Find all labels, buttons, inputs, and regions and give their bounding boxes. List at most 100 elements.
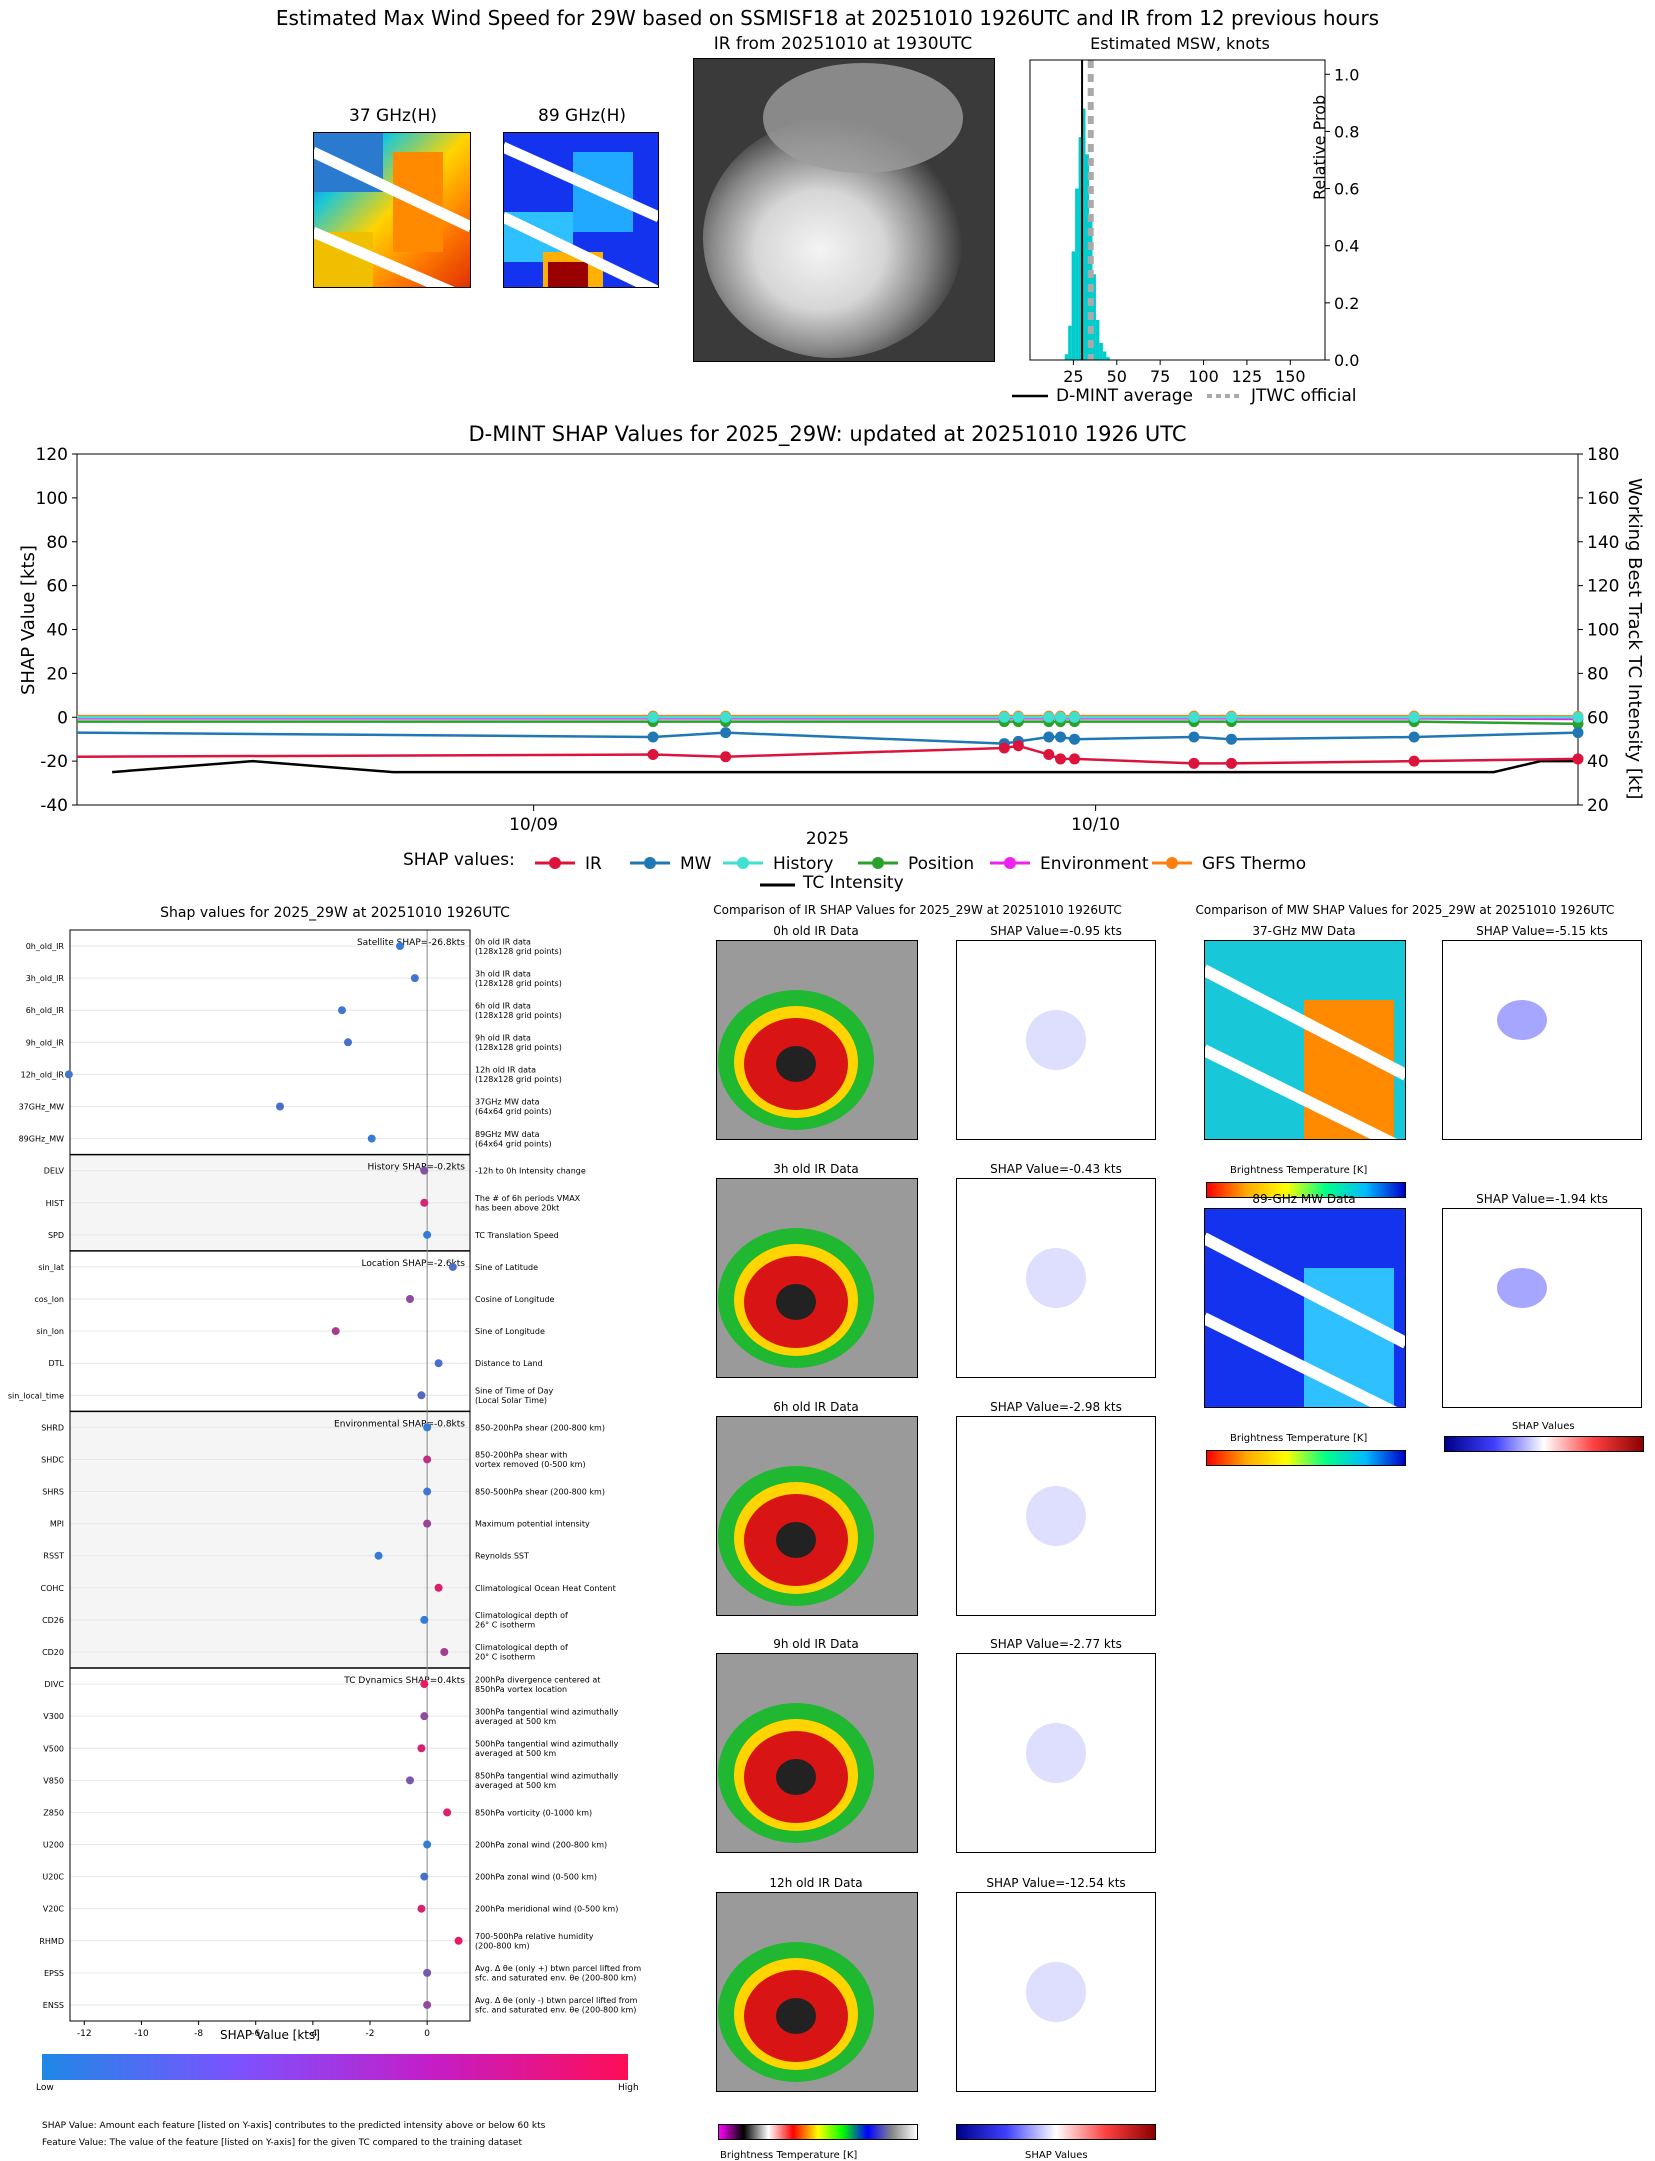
feature-label: 3h_old_IR <box>26 974 65 983</box>
feature-description: (Local Solar Time) <box>475 1396 547 1405</box>
timeline-ylabel-left: SHAP Value [kts] <box>18 545 39 695</box>
series-point <box>1069 753 1080 764</box>
y2-tick-label: 80 <box>1587 664 1609 684</box>
legend-label-mw: MW <box>680 854 712 874</box>
feature-label: cos_lon <box>34 1295 64 1304</box>
ir-data-image <box>716 1653 918 1853</box>
y2-tick-label: 100 <box>1587 621 1619 641</box>
series-point <box>1409 756 1420 767</box>
hist-title: Estimated MSW, knots <box>1030 34 1330 53</box>
hist-bar <box>1103 351 1106 360</box>
feature-description: 300hPa tangential wind azimuthally <box>475 1707 619 1716</box>
feature-label: DTL <box>48 1359 64 1368</box>
mw-shap-image <box>1442 1208 1642 1408</box>
shap-point <box>435 1359 443 1367</box>
series-point <box>1055 753 1066 764</box>
legend-marker <box>737 857 749 869</box>
ir-data-title: 0h old IR Data <box>716 924 916 938</box>
legend-label-gfs-thermo: GFS Thermo <box>1202 854 1306 874</box>
shap-point <box>344 1038 352 1046</box>
shap-point <box>332 1327 340 1335</box>
shap-point <box>276 1102 284 1110</box>
ir-data-title: 6h old IR Data <box>716 1400 916 1414</box>
shap-point <box>420 1680 428 1688</box>
feature-description: 200hPa meridional wind (0-500 km) <box>475 1905 618 1914</box>
top-title: Estimated Max Wind Speed for 29W based o… <box>0 6 1655 30</box>
colorbar-low: Low <box>36 2083 54 2093</box>
ir-data-image <box>716 940 918 1140</box>
feature-description: averaged at 500 km <box>475 1749 556 1758</box>
series-line-ir <box>77 746 1578 764</box>
feature-description: Avg. Δ θe (only -) btwn parcel lifted fr… <box>475 1996 638 2005</box>
legend-marker <box>872 857 884 869</box>
series-line-position <box>77 722 1578 724</box>
shap-point <box>423 1969 431 1977</box>
feature-description: -12h to 0h Intensity change <box>475 1167 586 1176</box>
feature-label: SPD <box>48 1231 64 1240</box>
ir-shap-image <box>956 940 1156 1140</box>
feature-description: Cosine of Longitude <box>475 1295 555 1304</box>
ir-shap-colorbar-label: SHAP Values <box>1025 2150 1088 2161</box>
shap-panel-title: Shap values for 2025_29W at 20251010 192… <box>0 905 670 921</box>
feature-description: The # of 6h periods VMAX <box>474 1194 581 1203</box>
shap-point <box>406 1776 414 1784</box>
feature-description: Sine of Longitude <box>475 1327 545 1336</box>
shap-note-2: Feature Value: The value of the feature … <box>42 2138 522 2148</box>
y2-tick-label: 180 <box>1587 445 1619 465</box>
ir-data-title: 9h old IR Data <box>716 1637 916 1651</box>
feature-description: 200hPa divergence centered at <box>475 1675 600 1684</box>
ir-bt-colorbar-label: Brightness Temperature [K] <box>720 2150 857 2161</box>
mw-data-title: 89-GHz MW Data <box>1204 1192 1404 1206</box>
feature-description: 500hPa tangential wind azimuthally <box>475 1740 619 1749</box>
series-point <box>720 727 731 738</box>
feature-label: 6h_old_IR <box>26 1006 65 1015</box>
x-tick-label: 150 <box>1275 367 1306 386</box>
series-point <box>1069 712 1080 723</box>
shap-point <box>420 1712 428 1720</box>
legend-jtwc-line <box>1205 389 1245 403</box>
feature-label: CD20 <box>42 1648 64 1657</box>
ir-core <box>776 1284 816 1320</box>
feature-description: 850hPa tangential wind azimuthally <box>475 1772 619 1781</box>
ir-core <box>776 1759 816 1795</box>
ir-data-image <box>716 1892 918 2092</box>
shap-point <box>420 1199 428 1207</box>
feature-label: CD26 <box>42 1616 64 1625</box>
feature-description: Sine of Time of Day <box>475 1387 554 1396</box>
ir-shap-title: SHAP Value=-0.43 kts <box>956 1162 1156 1176</box>
shap-point <box>420 1167 428 1175</box>
x-tick-label: 25 <box>1063 367 1083 386</box>
y-tick-label: 100 <box>36 489 68 509</box>
legend-marker <box>1166 857 1178 869</box>
timeline-legend-tc: TC Intensity <box>803 873 904 893</box>
feature-label: SHRS <box>42 1488 64 1497</box>
feature-description: (128x128 grid points) <box>475 1075 562 1084</box>
legend-label-ir: IR <box>585 854 602 874</box>
mw-shap-image <box>1442 940 1642 1140</box>
feature-description: Climatological Ocean Heat Content <box>475 1584 616 1593</box>
y-tick-label: 0.2 <box>1334 294 1359 313</box>
feature-description: (64x64 grid points) <box>475 1107 552 1116</box>
shap-point <box>375 1552 383 1560</box>
ir-core <box>776 1522 816 1558</box>
ir-shap-image <box>956 1416 1156 1616</box>
legend-marker <box>1004 857 1016 869</box>
feature-description: 3h old IR data <box>475 969 531 978</box>
y2-tick-label: 60 <box>1587 708 1609 728</box>
feature-description: 200hPa zonal wind (0-500 km) <box>475 1873 597 1882</box>
mw37-small-image <box>313 132 471 288</box>
mw-shap-colorbar-label: SHAP Values <box>1512 1421 1575 1432</box>
hist-bar <box>1099 343 1102 360</box>
x-tick-label: -10 <box>134 2029 149 2039</box>
shap-point <box>65 1070 73 1078</box>
shap-point <box>423 1455 431 1463</box>
mw-bt-colorbar <box>1206 1450 1406 1466</box>
series-point <box>1226 734 1237 745</box>
feature-description: 0h old IR data <box>475 937 531 946</box>
shap-point <box>423 1841 431 1849</box>
legend-dmint-label: D-MINT average <box>1056 386 1193 406</box>
feature-label: MPI <box>50 1520 64 1529</box>
series-point <box>648 749 659 760</box>
